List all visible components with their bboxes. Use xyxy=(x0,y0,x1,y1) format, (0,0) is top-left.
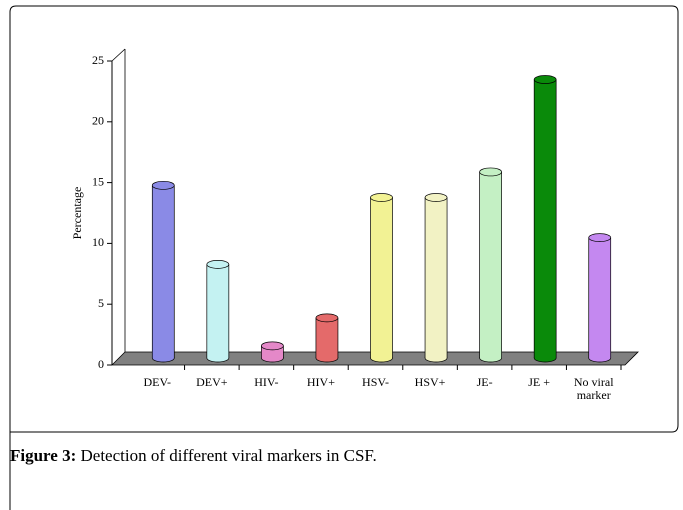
bar-top xyxy=(370,193,393,202)
caption-label: Figure 3: xyxy=(10,446,77,465)
bar-top xyxy=(315,313,339,323)
bar xyxy=(152,185,175,358)
bar xyxy=(315,317,338,358)
bar-top xyxy=(479,167,502,177)
x-tick-label: HIV+ xyxy=(306,375,335,389)
bar xyxy=(425,197,448,358)
bar-top xyxy=(533,75,557,84)
y-tick-label: 0 xyxy=(98,357,104,371)
y-tick-label: 10 xyxy=(92,235,104,249)
y-tick-label: 25 xyxy=(92,53,104,67)
y-tick-label: 5 xyxy=(98,296,104,310)
bar xyxy=(479,171,502,358)
bar-top xyxy=(424,193,448,202)
wall-edge xyxy=(111,48,126,62)
bar xyxy=(534,79,557,358)
bar-top xyxy=(261,341,284,351)
x-tick-label: HSV- xyxy=(362,375,389,389)
bar-top xyxy=(151,180,175,190)
y-tick-label: 15 xyxy=(92,174,104,188)
x-tick-label: JE + xyxy=(528,375,551,389)
x-tick-label: DEV+ xyxy=(196,375,228,389)
y-axis-label: Percentage xyxy=(70,187,84,240)
bar xyxy=(370,197,393,358)
frame xyxy=(9,5,679,510)
bar-top xyxy=(588,233,612,242)
x-tick-label: No viral marker xyxy=(573,375,614,402)
bar xyxy=(206,264,229,358)
y-tick-label: 20 xyxy=(92,114,104,128)
bar xyxy=(588,237,611,358)
x-tick-label: DEV- xyxy=(143,375,172,389)
caption: Figure 3: Detection of different viral m… xyxy=(10,446,377,466)
x-tick-label: HSV+ xyxy=(414,375,446,389)
x-tick-label: HIV- xyxy=(254,375,279,389)
x-tick-label: JE- xyxy=(476,375,493,389)
caption-text: Detection of different viral markers in … xyxy=(76,446,377,465)
bar-top xyxy=(206,260,230,269)
